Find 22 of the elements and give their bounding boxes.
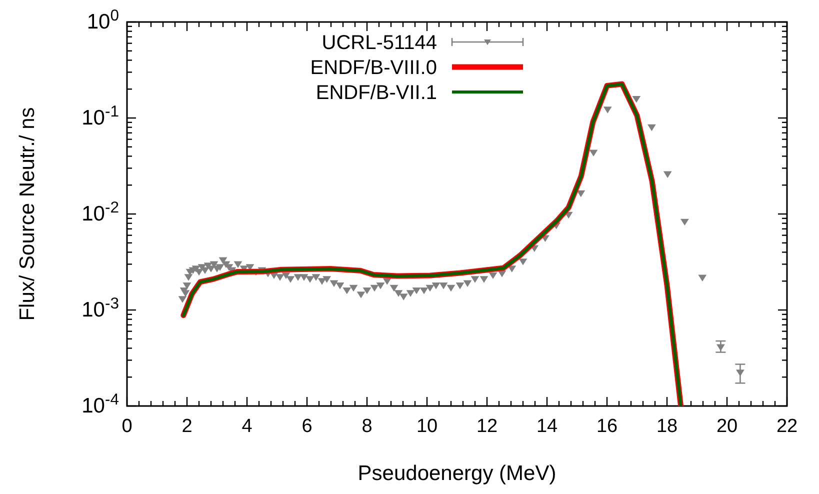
y-axis-title: Flux/ Source Neutr./ ns <box>16 107 39 321</box>
y-tick-label: 10$^{-2}$ <box>82 199 119 226</box>
y-tick-label: 10$^{-1}$ <box>82 103 119 130</box>
x-tick-label: 12 <box>476 416 498 437</box>
x-tick-label: 14 <box>536 416 558 437</box>
x-tick-label: 22 <box>776 416 798 437</box>
legend-label: ENDF/B-VIII.0 <box>310 57 437 79</box>
x-axis-title: Pseudoenergy (MeV) <box>358 462 556 485</box>
x-tick-label: 8 <box>362 416 372 437</box>
x-tick-label: 20 <box>716 416 738 437</box>
y-tick-label: 10$^{-3}$ <box>82 295 120 322</box>
y-tick-label: 10$^{-4}$ <box>82 391 120 418</box>
x-tick-label: 10 <box>416 416 438 437</box>
legend-label: ENDF/B-VII.1 <box>316 82 437 104</box>
x-tick-label: 4 <box>242 416 253 437</box>
y-tick-label: 10$^{0}$ <box>86 7 120 34</box>
x-tick-label: 0 <box>122 416 132 437</box>
x-tick-label: 16 <box>596 416 618 437</box>
x-tick-label: 6 <box>302 416 312 437</box>
legend-label: UCRL-51144 <box>322 32 437 54</box>
x-tick-label: 2 <box>182 416 192 437</box>
x-tick-label: 18 <box>656 416 678 437</box>
